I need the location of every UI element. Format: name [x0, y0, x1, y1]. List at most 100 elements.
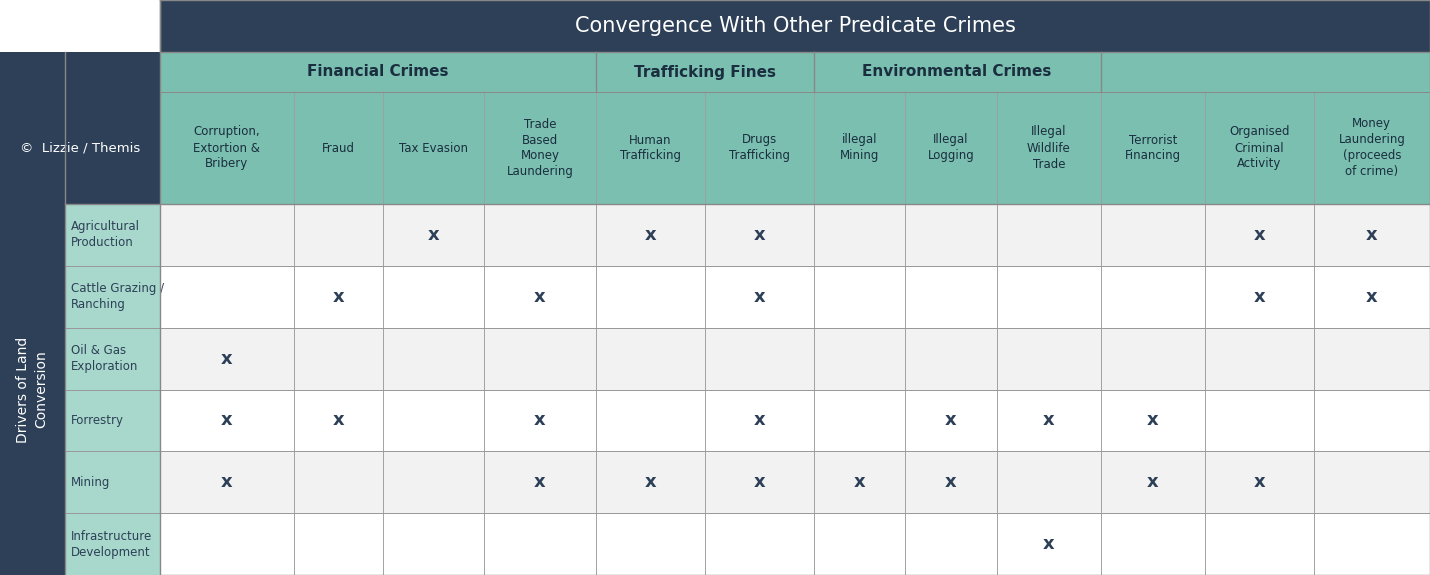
Bar	[814, 266, 905, 328]
Bar	[1101, 389, 1204, 451]
Text: x: x	[754, 473, 765, 491]
Bar	[160, 0, 1430, 52]
Bar	[64, 513, 160, 575]
Text: x: x	[645, 226, 656, 244]
Text: Human
Trafficking: Human Trafficking	[619, 133, 681, 163]
Text: x: x	[945, 473, 957, 491]
Bar	[293, 204, 383, 266]
Text: ©  Lizzie / Themis: © Lizzie / Themis	[20, 141, 140, 155]
Text: x: x	[1366, 288, 1377, 306]
Bar	[1314, 328, 1430, 389]
Bar	[0, 92, 160, 204]
Bar	[0, 52, 160, 92]
Text: x: x	[945, 412, 957, 430]
Bar	[160, 513, 293, 575]
Bar	[1101, 204, 1204, 266]
Text: Organised
Criminal
Activity: Organised Criminal Activity	[1228, 125, 1290, 171]
Bar	[1204, 451, 1314, 513]
Bar	[383, 513, 485, 575]
Bar	[293, 389, 383, 451]
Bar	[1314, 513, 1430, 575]
Bar	[1204, 389, 1314, 451]
Bar	[293, 266, 383, 328]
Text: Agricultural
Production: Agricultural Production	[72, 220, 140, 250]
Bar	[64, 389, 160, 451]
Text: Drugs
Trafficking: Drugs Trafficking	[729, 133, 789, 163]
Bar	[293, 92, 383, 204]
Bar	[905, 328, 997, 389]
Bar	[64, 328, 160, 389]
Bar	[64, 451, 160, 513]
Bar	[383, 389, 485, 451]
Bar	[814, 204, 905, 266]
Bar	[1101, 451, 1204, 513]
Bar	[485, 204, 596, 266]
Text: x: x	[1042, 535, 1054, 553]
Bar	[997, 328, 1101, 389]
Bar	[160, 92, 293, 204]
Text: Mining: Mining	[72, 476, 110, 489]
Bar	[705, 204, 814, 266]
Text: x: x	[332, 288, 345, 306]
Bar	[383, 204, 485, 266]
Bar	[905, 389, 997, 451]
Bar	[705, 266, 814, 328]
Bar	[1204, 266, 1314, 328]
Bar	[485, 92, 596, 204]
Bar	[1204, 328, 1314, 389]
Bar	[485, 389, 596, 451]
Bar	[814, 92, 905, 204]
Text: x: x	[1147, 412, 1158, 430]
Text: illegal
Mining: illegal Mining	[839, 133, 879, 163]
Bar	[596, 204, 705, 266]
Bar	[814, 328, 905, 389]
Bar	[1204, 92, 1314, 204]
Bar	[160, 451, 293, 513]
Bar	[383, 328, 485, 389]
Bar	[383, 451, 485, 513]
Bar	[997, 389, 1101, 451]
Bar	[705, 389, 814, 451]
Text: x: x	[222, 350, 233, 367]
Bar	[383, 92, 485, 204]
Text: x: x	[854, 473, 865, 491]
Bar	[905, 92, 997, 204]
Bar	[1101, 328, 1204, 389]
Bar	[997, 92, 1101, 204]
Text: x: x	[1253, 473, 1266, 491]
Bar	[705, 451, 814, 513]
Text: Environmental Crimes: Environmental Crimes	[862, 64, 1052, 79]
Bar	[1314, 204, 1430, 266]
Text: Infrastructure
Development: Infrastructure Development	[72, 530, 152, 558]
Text: Tax Evasion: Tax Evasion	[399, 141, 468, 155]
Text: x: x	[754, 226, 765, 244]
Bar	[596, 92, 705, 204]
Text: Financial Crimes: Financial Crimes	[307, 64, 449, 79]
Text: x: x	[1147, 473, 1158, 491]
Bar	[64, 204, 160, 266]
Text: x: x	[1366, 226, 1377, 244]
Text: Cattle Grazing /
Ranching: Cattle Grazing / Ranching	[72, 282, 164, 311]
Bar	[485, 451, 596, 513]
Bar	[1101, 266, 1204, 328]
Text: x: x	[1042, 412, 1054, 430]
Text: Forrestry: Forrestry	[72, 414, 124, 427]
Bar	[160, 204, 293, 266]
Bar	[905, 451, 997, 513]
Text: x: x	[332, 412, 345, 430]
Bar	[905, 513, 997, 575]
Text: x: x	[1253, 288, 1266, 306]
Bar	[293, 513, 383, 575]
Text: x: x	[222, 473, 233, 491]
Bar	[596, 513, 705, 575]
Bar	[1204, 204, 1314, 266]
Bar	[814, 389, 905, 451]
Text: x: x	[535, 412, 546, 430]
Bar	[1314, 266, 1430, 328]
Text: Trafficking Fines: Trafficking Fines	[633, 64, 775, 79]
Text: x: x	[645, 473, 656, 491]
Text: x: x	[535, 288, 546, 306]
Bar	[160, 328, 293, 389]
Bar	[814, 451, 905, 513]
Text: x: x	[1253, 226, 1266, 244]
